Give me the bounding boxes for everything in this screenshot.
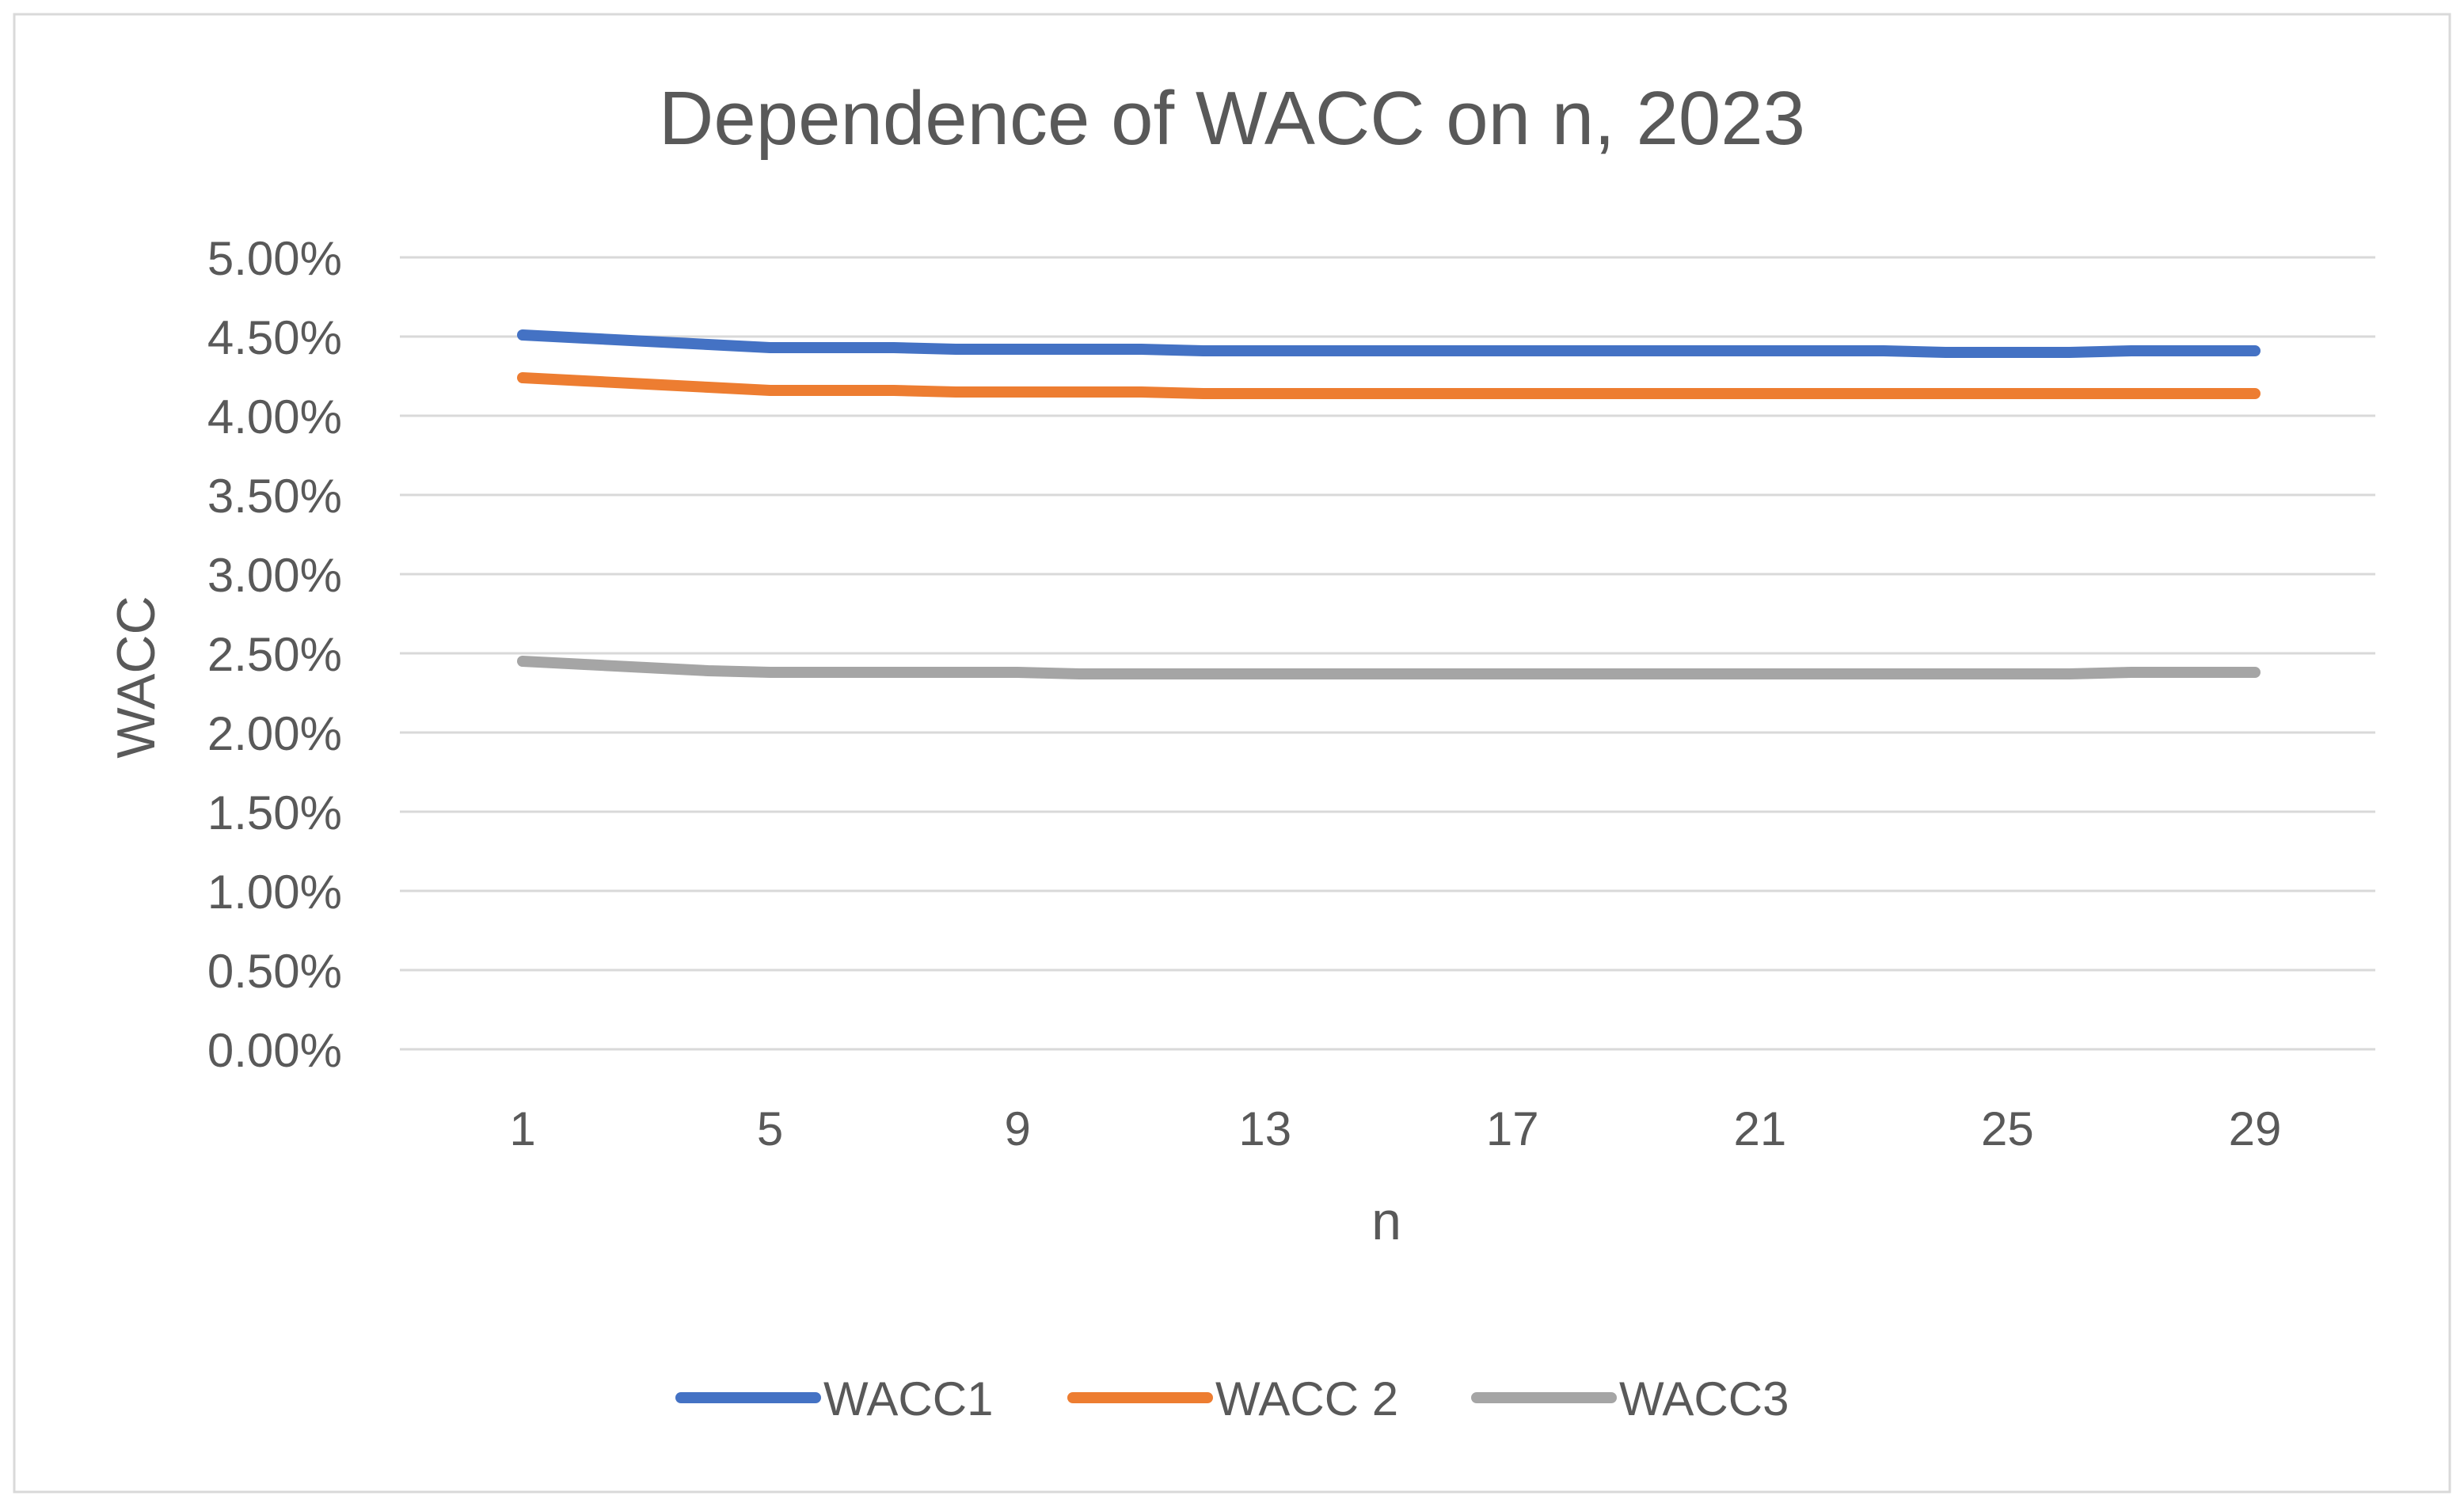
y-tick-label: 0.00% xyxy=(207,1024,342,1077)
x-tick-label: 29 xyxy=(2229,1102,2282,1155)
x-tick-label: 17 xyxy=(1486,1102,1539,1155)
y-tick-label: 0.50% xyxy=(207,945,342,998)
y-tick-label: 1.50% xyxy=(207,786,342,839)
x-tick-label: 9 xyxy=(1004,1102,1030,1155)
x-axis-label: n xyxy=(1371,1191,1401,1251)
x-tick-label: 21 xyxy=(1733,1102,1786,1155)
series-line xyxy=(517,656,2261,679)
y-tick-label: 2.50% xyxy=(207,628,342,681)
y-axis-label: WACC xyxy=(106,596,166,758)
chart-border xyxy=(13,13,2451,1494)
gridlines xyxy=(400,256,2375,1051)
legend-label: WACC1 xyxy=(823,1372,993,1425)
legend-label: WACC3 xyxy=(1619,1372,1789,1425)
x-axis-ticks: 1 5 9 13 17 21 25 29 xyxy=(509,1102,2281,1155)
series-lines xyxy=(517,329,2261,679)
series-line xyxy=(517,329,2261,358)
x-tick-label: 5 xyxy=(757,1102,783,1155)
chart-title: Dependence of WACC on n, 2023 xyxy=(659,76,1805,161)
y-tick-label: 4.00% xyxy=(207,390,342,443)
y-axis-ticks: 0.00% 0.50% 1.00% 1.50% 2.00% 2.50% 3.00% 3.50%… xyxy=(207,232,342,1077)
y-tick-label: 3.00% xyxy=(207,549,342,602)
y-tick-label: 2.00% xyxy=(207,707,342,760)
series-line xyxy=(517,372,2261,399)
y-tick-label: 3.50% xyxy=(207,470,342,523)
x-tick-label: 25 xyxy=(1981,1102,2034,1155)
legend: WACC1 WACC 2 WACC3 xyxy=(675,1372,1789,1425)
y-tick-label: 4.50% xyxy=(207,311,342,364)
legend-label: WACC 2 xyxy=(1215,1372,1398,1425)
x-tick-label: 13 xyxy=(1238,1102,1291,1155)
y-tick-label: 5.00% xyxy=(207,232,342,285)
y-tick-label: 1.00% xyxy=(207,866,342,919)
x-tick-label: 1 xyxy=(509,1102,535,1155)
